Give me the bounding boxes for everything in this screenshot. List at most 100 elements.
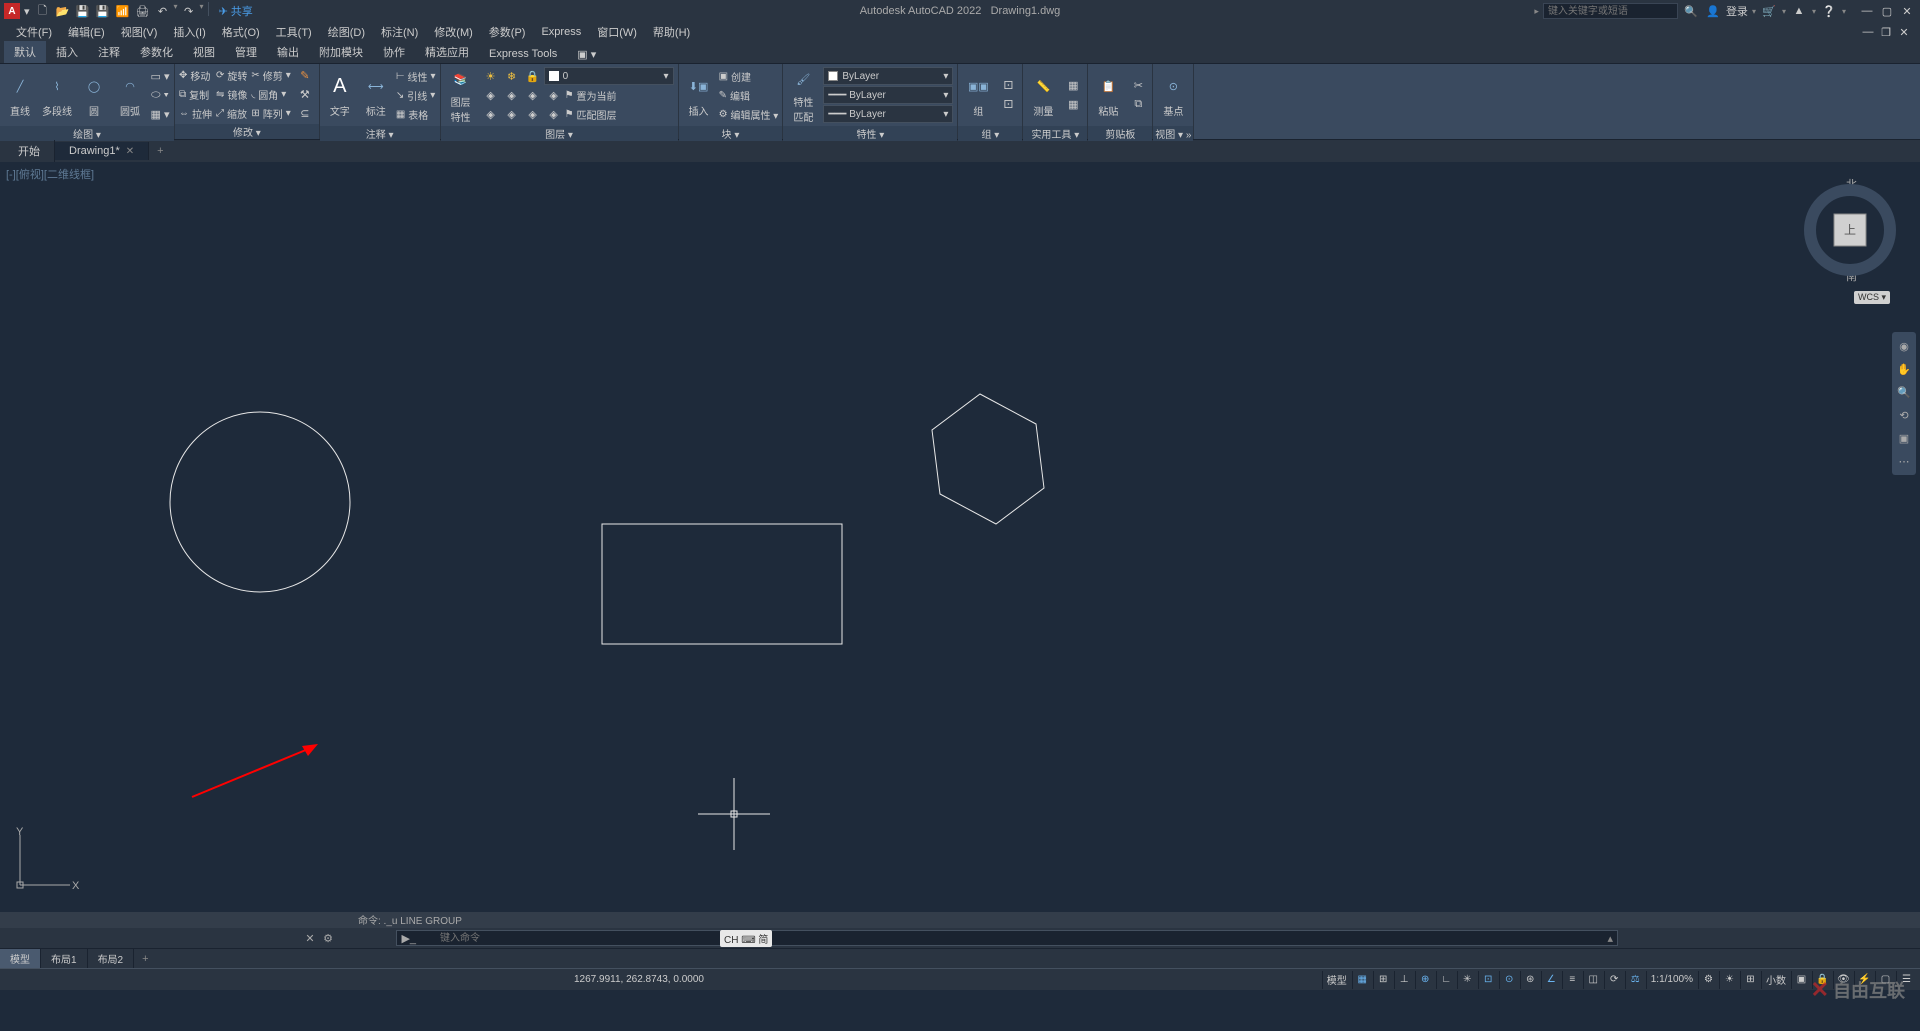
layer-icon-4[interactable]: ◈ <box>544 86 564 104</box>
panel-props-title[interactable]: 特性 ▾ <box>783 126 957 141</box>
menu-modify[interactable]: 修改(M) <box>426 22 481 42</box>
orbit-icon[interactable]: ⟲ <box>1894 405 1914 425</box>
panel-clip-title[interactable]: 剪贴板 <box>1088 126 1152 141</box>
ellipse-icon[interactable]: ⬭ ▾ <box>150 86 170 104</box>
doc-minimize-button[interactable]: — <box>1860 25 1876 39</box>
login-button[interactable]: 登录 <box>1726 3 1748 19</box>
tab-featured[interactable]: 精选应用 <box>415 41 479 63</box>
tab-annotate[interactable]: 注释 <box>88 41 130 63</box>
measure-button[interactable]: 📏测量 <box>1025 66 1061 124</box>
osnap-icon[interactable]: ⊙ <box>1499 971 1519 989</box>
lweight-icon[interactable]: ≡ <box>1562 971 1582 989</box>
annotation-monitor-icon[interactable]: ☀ <box>1719 971 1739 989</box>
web-icon[interactable]: 📶 <box>114 2 132 20</box>
3dosnap-icon[interactable]: ⊛ <box>1520 971 1540 989</box>
panel-groups-title[interactable]: 组 ▾ <box>958 126 1022 141</box>
annotation-scale-icon[interactable]: ⚖ <box>1625 971 1645 989</box>
copy-button[interactable]: ⧉ 复制 <box>179 85 212 103</box>
status-scale[interactable]: 1:1/100% <box>1646 971 1697 989</box>
tab-express[interactable]: Express Tools <box>479 45 567 63</box>
ime-indicator[interactable]: CH ⌨ 简 <box>720 930 772 947</box>
units-icon[interactable]: ⊞ <box>1740 971 1760 989</box>
menu-insert[interactable]: 插入(I) <box>165 22 213 42</box>
dim-button[interactable]: ⟷标注 <box>358 66 394 124</box>
grid-display-icon[interactable]: ▦ <box>1352 971 1372 989</box>
scale-button[interactable]: ⤢ 缩放 <box>216 104 247 122</box>
panel-view-title[interactable]: 视图 ▾ » <box>1153 126 1193 141</box>
menu-view[interactable]: 视图(V) <box>113 22 166 42</box>
otrack-icon[interactable]: ∠ <box>1541 971 1561 989</box>
erase-icon[interactable]: ✎ <box>295 66 315 84</box>
zoom-icon[interactable]: 🔍 <box>1894 382 1914 402</box>
stretch-button[interactable]: ⇔ 拉伸 <box>179 104 212 122</box>
wcs-button[interactable]: WCS ▾ <box>1854 291 1890 304</box>
open-icon[interactable]: 📂 <box>54 2 72 20</box>
ltype-dropdown[interactable]: ━━━ ByLayer▾ <box>823 86 953 104</box>
cmd-close-icon[interactable]: ✕ <box>302 930 318 946</box>
viewport-label[interactable]: [-][俯视][二维线框] <box>6 166 94 182</box>
menu-file[interactable]: 文件(F) <box>8 22 60 42</box>
cut-icon[interactable]: ✂ <box>1128 77 1148 95</box>
layer-freeze-icon[interactable]: ❄ <box>502 67 522 85</box>
layer-dropdown[interactable]: 0▾ <box>544 67 674 85</box>
menu-express[interactable]: Express <box>533 24 589 40</box>
doc-restore-button[interactable]: ❐ <box>1878 25 1894 39</box>
search-icon[interactable]: 🔍 <box>1682 2 1700 20</box>
array-button[interactable]: ⊞ 阵列 ▾ <box>251 104 290 122</box>
line-button[interactable]: ╱直线 <box>2 66 38 124</box>
redo-icon[interactable]: ↷ <box>180 2 198 20</box>
ortho-icon[interactable]: ∟ <box>1436 971 1456 989</box>
hatch-icon[interactable]: ▦ ▾ <box>150 105 170 123</box>
group-button[interactable]: ▣▣组 <box>960 66 996 124</box>
edit-block-button[interactable]: ✎ 编辑 <box>719 86 779 104</box>
menu-dim[interactable]: 标注(N) <box>373 22 426 42</box>
tab-view[interactable]: 视图 <box>183 41 225 63</box>
user-icon[interactable]: 👤 <box>1704 2 1722 20</box>
lweight-dropdown[interactable]: ━━━ ByLayer▾ <box>823 105 953 123</box>
calc-icon[interactable]: ▦ <box>1063 96 1083 114</box>
tab-start[interactable]: 开始 <box>4 140 55 162</box>
tab-parametric[interactable]: 参数化 <box>130 41 183 63</box>
menu-tools[interactable]: 工具(T) <box>268 22 320 42</box>
view-cube[interactable]: 北 西 东 南 上 WCS ▾ <box>1800 174 1900 304</box>
help-icon[interactable]: ❔ <box>1820 2 1838 20</box>
table-button[interactable]: ▦ 表格 <box>396 105 436 123</box>
layer-icon-2[interactable]: ◈ <box>502 86 522 104</box>
fullnav-icon[interactable]: ◉ <box>1894 336 1914 356</box>
save-icon[interactable]: 💾 <box>74 2 92 20</box>
tab-default[interactable]: 默认 <box>4 41 46 63</box>
explode-icon[interactable]: ⚒ <box>295 85 315 103</box>
showmotion-icon[interactable]: ▣ <box>1894 428 1914 448</box>
autodesk-icon[interactable]: ▲ <box>1790 2 1808 20</box>
mirror-button[interactable]: ⇋ 镜像 <box>216 85 247 103</box>
rect-icon[interactable]: ▭ ▾ <box>150 67 170 85</box>
select-icon[interactable]: ▦ <box>1063 77 1083 95</box>
layer-off-icon[interactable]: ☀ <box>481 67 501 85</box>
command-input[interactable] <box>420 930 1607 946</box>
maximize-button[interactable]: ▢ <box>1878 4 1896 18</box>
isodraft-icon[interactable]: ⊡ <box>1478 971 1498 989</box>
infer-constraints-icon[interactable]: ⊥ <box>1394 971 1414 989</box>
menu-edit[interactable]: 编辑(E) <box>60 22 113 42</box>
dynamic-input-icon[interactable]: ⊕ <box>1415 971 1435 989</box>
drawing-canvas[interactable] <box>0 162 1920 912</box>
paste-button[interactable]: 📋粘贴 <box>1090 66 1126 124</box>
layer-lock-icon[interactable]: 🔒 <box>523 67 543 85</box>
snap-mode-icon[interactable]: ⊞ <box>1373 971 1393 989</box>
linear-button[interactable]: ⊢ 线性 ▾ <box>396 67 436 85</box>
add-tab-button[interactable]: + <box>149 143 171 159</box>
match-layer-button[interactable]: ⚑ 匹配图层 <box>565 105 617 123</box>
layer-icon-7[interactable]: ◈ <box>523 105 543 123</box>
cmd-expand-icon[interactable]: ▴ <box>1607 932 1613 945</box>
tab-close-icon[interactable]: ✕ <box>126 146 134 157</box>
menu-draw[interactable]: 绘图(D) <box>320 22 373 42</box>
panel-annot-title[interactable]: 注释 ▾ <box>320 126 440 141</box>
ribbon-collapse-button[interactable]: ▣ ▾ <box>571 46 602 63</box>
create-block-button[interactable]: ▣ 创建 <box>719 67 779 85</box>
trim-button[interactable]: ✂ 修剪 ▾ <box>251 66 290 84</box>
ungroup-icon[interactable]: ⚀ <box>998 77 1018 95</box>
minimize-button[interactable]: — <box>1858 4 1876 18</box>
cart-icon[interactable]: 🛒 <box>1760 2 1778 20</box>
menu-format[interactable]: 格式(O) <box>214 22 268 42</box>
set-current-button[interactable]: ⚑ 置为当前 <box>565 86 617 104</box>
